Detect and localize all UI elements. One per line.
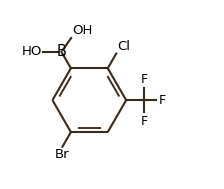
Text: Br: Br — [55, 148, 70, 161]
Text: Cl: Cl — [117, 40, 130, 53]
Text: F: F — [141, 73, 148, 86]
Text: B: B — [56, 44, 66, 59]
Text: F: F — [159, 94, 166, 107]
Text: F: F — [141, 115, 148, 128]
Text: OH: OH — [72, 24, 93, 37]
Text: HO: HO — [22, 45, 43, 58]
